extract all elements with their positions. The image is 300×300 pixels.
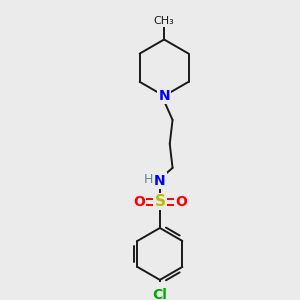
Text: CH₃: CH₃ [154,16,175,26]
Text: N: N [154,174,166,188]
Text: O: O [175,195,187,209]
Text: O: O [133,195,145,209]
Text: N: N [158,89,170,103]
Text: H: H [143,173,153,186]
Text: Cl: Cl [152,288,167,300]
Text: S: S [154,194,165,209]
